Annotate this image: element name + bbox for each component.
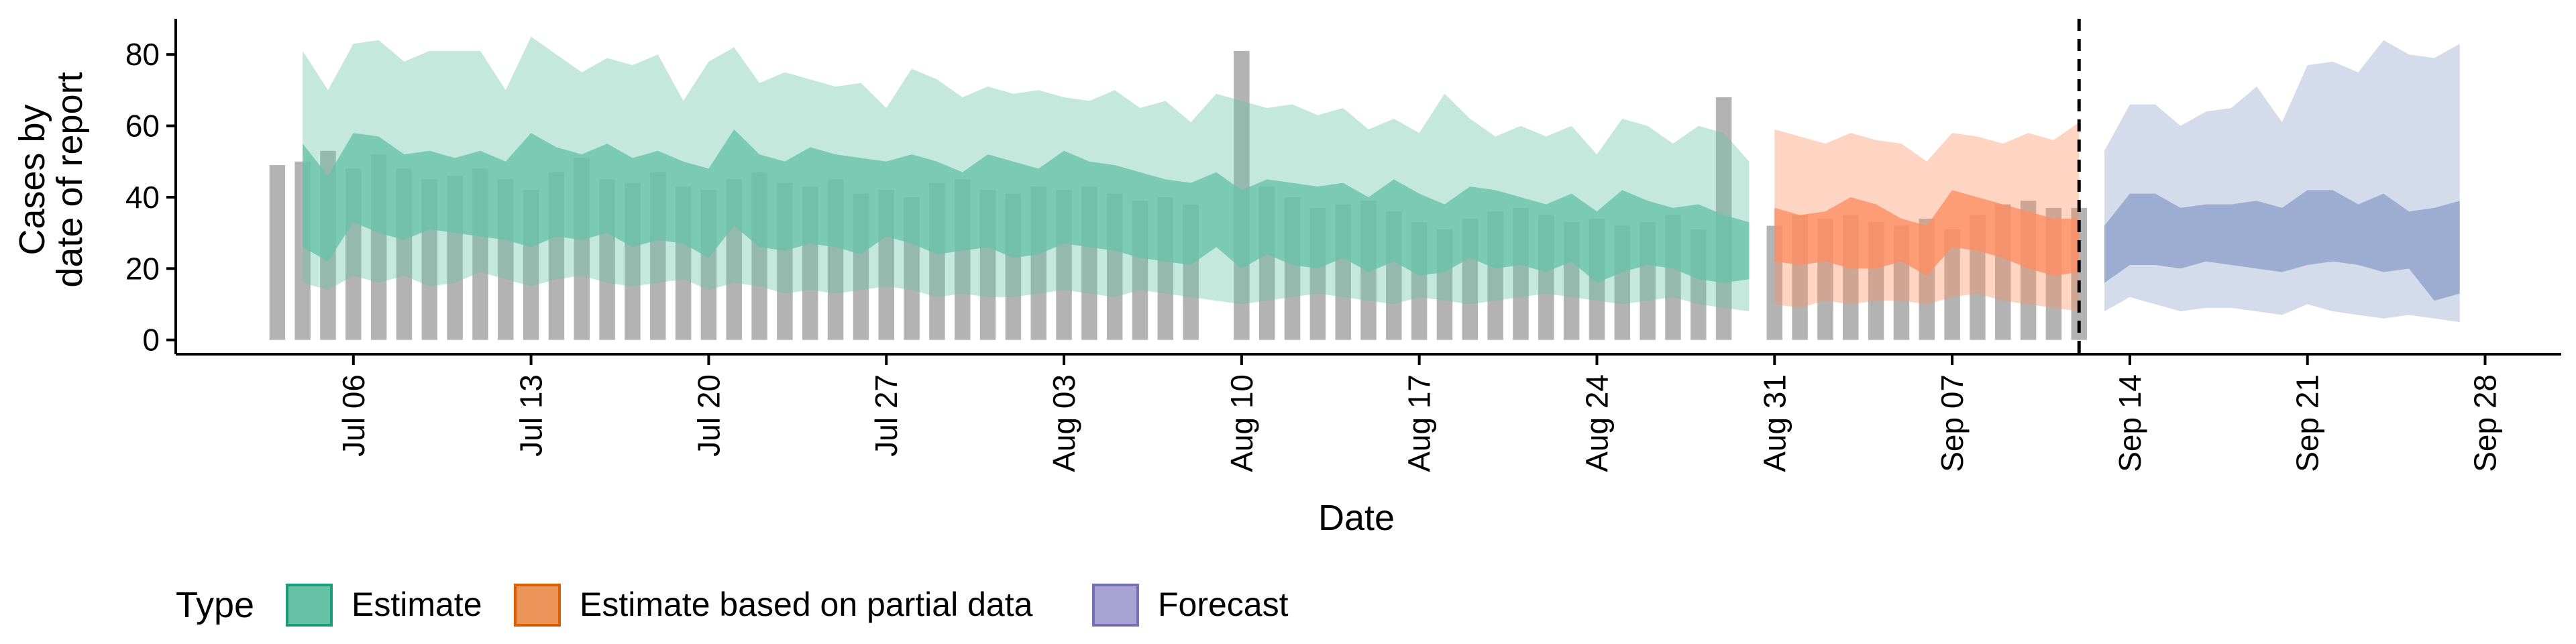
- x-axis-title: Date: [1318, 498, 1395, 538]
- bands-layer: [303, 19, 2460, 354]
- x-tick-label-2020-07-13: Jul 13: [514, 374, 549, 457]
- legend-key-forecast: [1092, 584, 1139, 627]
- x-tick-label-2020-08-10: Aug 10: [1224, 374, 1259, 472]
- y-axis-title-line-1: Cases by: [12, 104, 52, 255]
- legend: Type Estimate Estimate based on partial d…: [176, 584, 1289, 627]
- y-tick-label-60: 60: [125, 109, 160, 144]
- x-tick-label-2020-09-21: Sep 21: [2290, 374, 2325, 472]
- y-tick-label-0: 0: [142, 323, 160, 358]
- band-inner-forecast: [2104, 190, 2460, 301]
- bar-2020-07-03: [269, 165, 286, 340]
- band-inner-estimate: [303, 129, 1750, 283]
- legend-label-estimate-based-on-partial-data: Estimate based on partial data: [580, 586, 1033, 623]
- axes-layer: Cases by date of report Date 0 20 40 60 80 Ju…: [12, 19, 2561, 538]
- x-tick-label-2020-09-07: Sep 07: [1935, 374, 1970, 472]
- legend-key-estimate-based-on-partial-data: [514, 584, 561, 627]
- bar-2020-09-07: [1944, 229, 1960, 340]
- y-tick-label-40: 40: [125, 180, 160, 215]
- x-tick-label-2020-09-28: Sep 28: [2468, 374, 2503, 472]
- x-tick-label-2020-09-14: Sep 14: [2112, 374, 2147, 472]
- y-tick-label-20: 20: [125, 251, 160, 286]
- x-tick-label-2020-08-31: Aug 31: [1757, 374, 1792, 472]
- legend-label-estimate: Estimate: [352, 586, 482, 623]
- band-outer-forecast: [2104, 40, 2460, 323]
- x-tick-label-2020-08-24: Aug 24: [1579, 374, 1614, 472]
- x-tick-label-2020-07-20: Jul 20: [691, 374, 726, 457]
- y-axis-title-line-2: date of report: [50, 72, 90, 287]
- legend-label-forecast: Forecast: [1158, 586, 1289, 623]
- x-tick-label-2020-07-27: Jul 27: [869, 374, 904, 457]
- x-tick-label-2020-08-17: Aug 17: [1402, 374, 1437, 472]
- legend-title: Type: [176, 585, 254, 625]
- legend-key-estimate: [286, 584, 333, 627]
- x-tick-label-2020-07-06: Jul 06: [336, 374, 371, 457]
- band-inner-estimate-based-on-partial-data: [1774, 190, 2080, 276]
- y-tick-label-80: 80: [125, 37, 160, 72]
- x-tick-label-2020-08-03: Aug 03: [1046, 374, 1081, 472]
